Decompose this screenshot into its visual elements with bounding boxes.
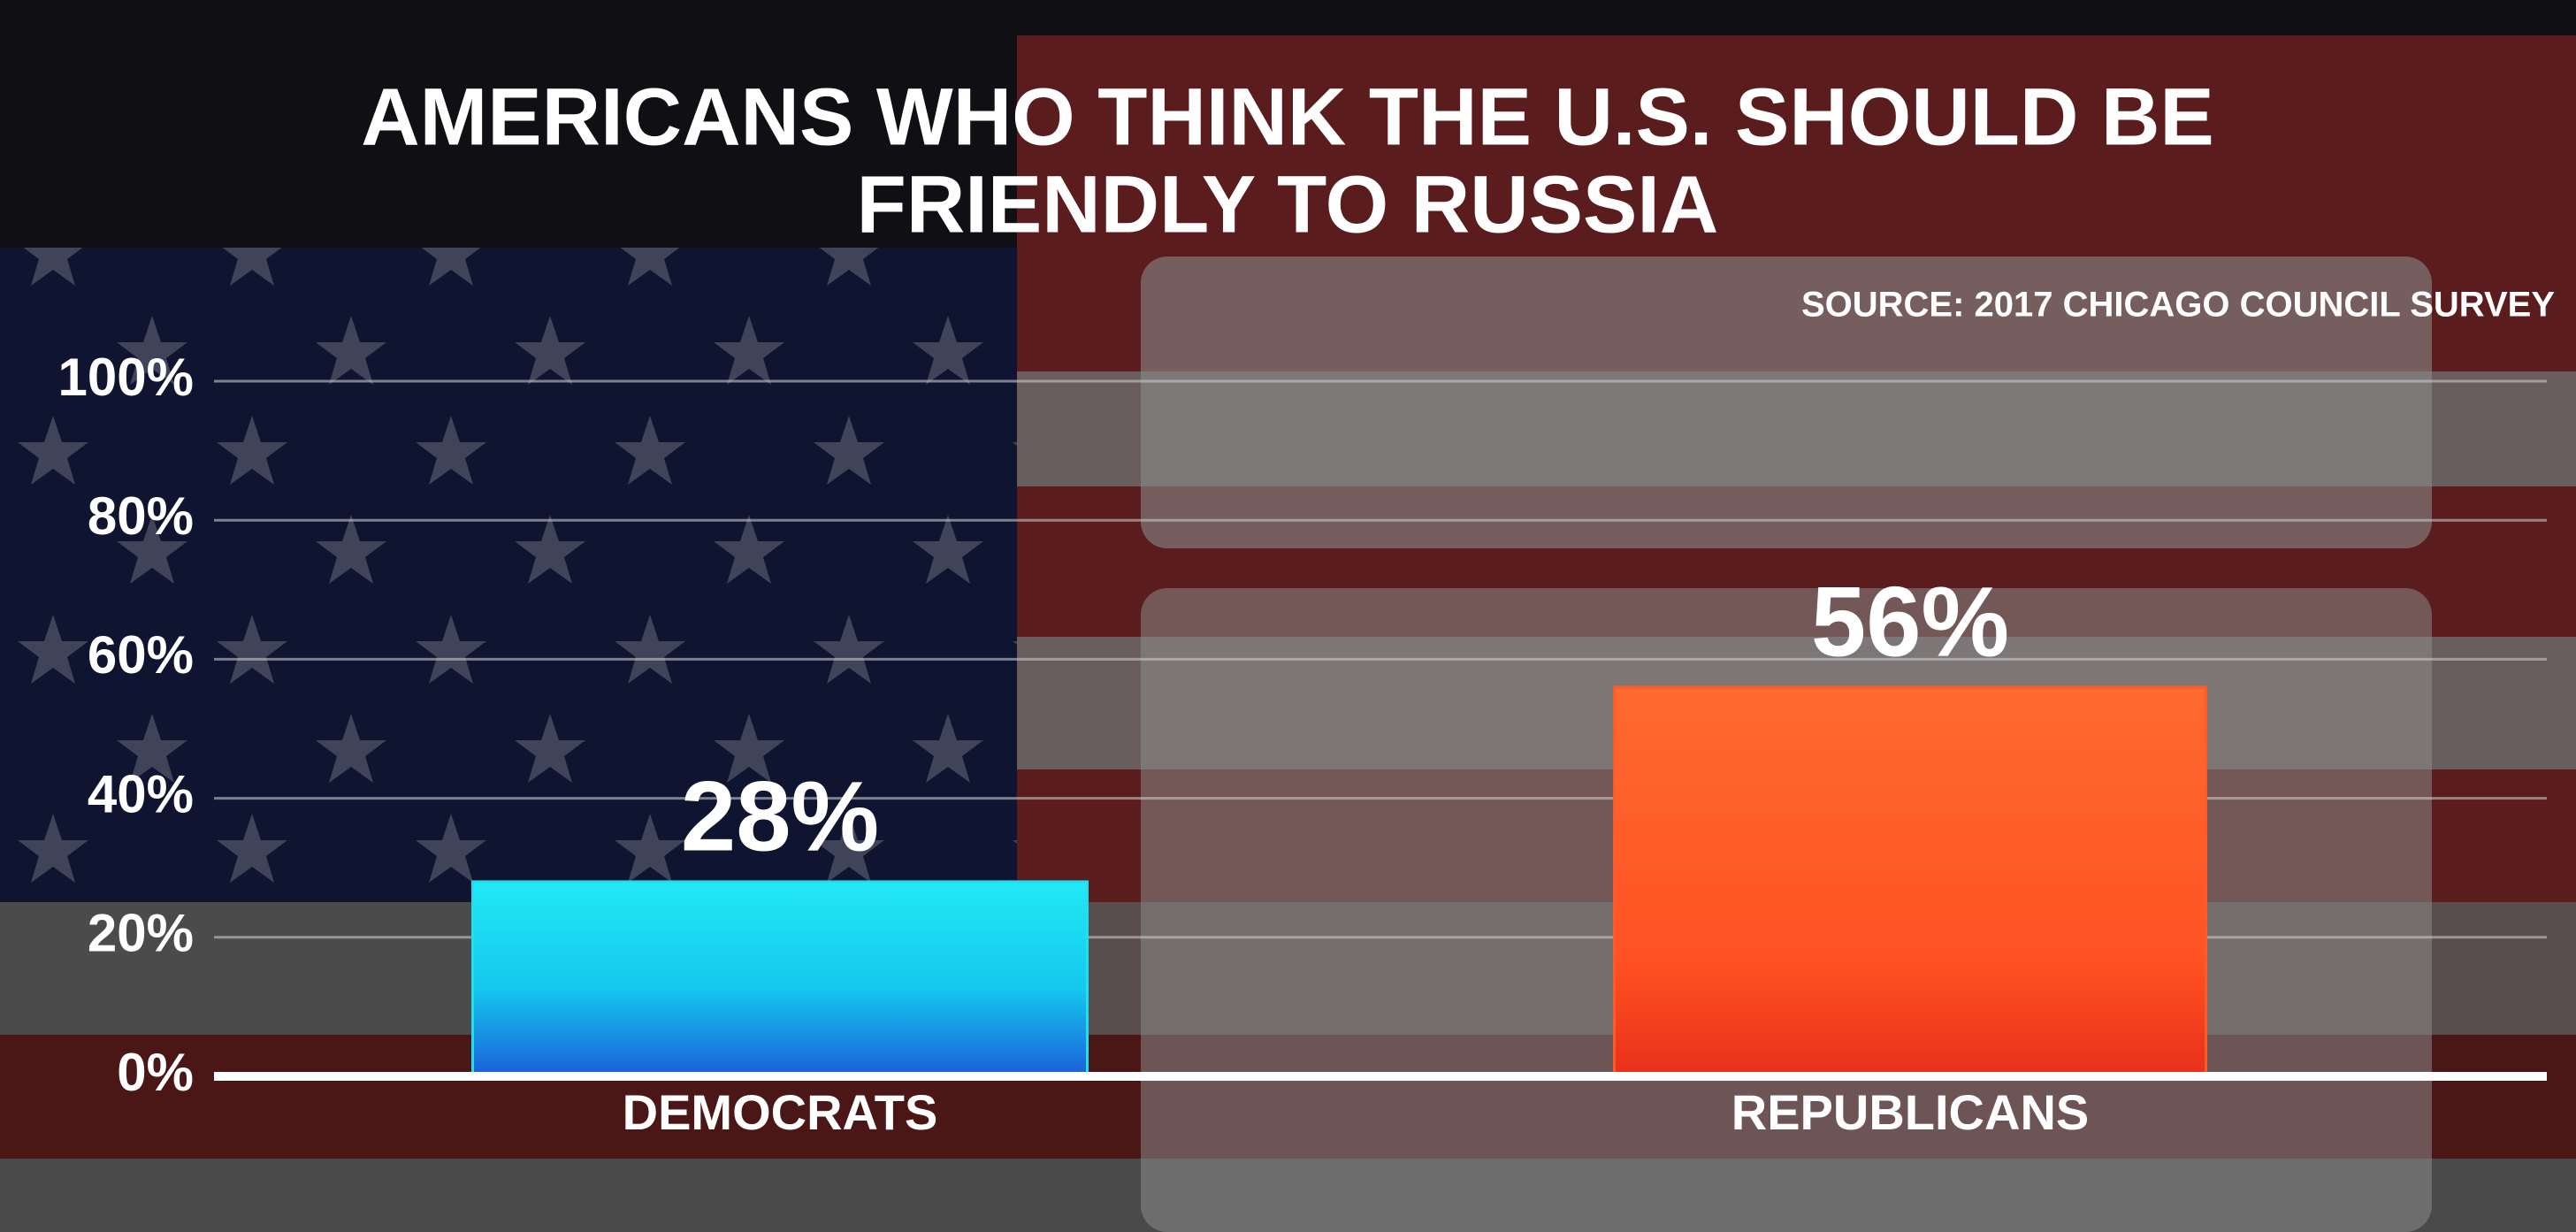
y-tick-label: 0% <box>117 1043 194 1102</box>
source: SOURCE: 2017 CHICAGO COUNCIL SURVEY <box>1801 286 2555 325</box>
y-tick-label: 100% <box>58 348 194 407</box>
x-tick-label: REPUBLICANS <box>1731 1084 2089 1140</box>
plot: 0% 20% 40% 60% 80% 100% 28% DEMOCRATS 56% REPUBLI… <box>58 348 2547 1140</box>
value-label: 28% <box>681 761 879 871</box>
chart-title: FRIENDLY TO RUSSIA <box>857 159 1719 249</box>
y-tick-label: 20% <box>88 904 194 963</box>
x-tick-label: DEMOCRATS <box>623 1084 938 1140</box>
y-tick-label: 80% <box>88 486 194 546</box>
bar <box>471 880 1089 1078</box>
y-tick-label: 60% <box>88 625 194 685</box>
chart-title: AMERICANS WHO THINK THE U.S. SHOULD BE <box>361 72 2214 162</box>
bar <box>1613 685 2207 1078</box>
y-tick-label: 40% <box>88 764 194 823</box>
value-label: 56% <box>1811 566 2009 677</box>
